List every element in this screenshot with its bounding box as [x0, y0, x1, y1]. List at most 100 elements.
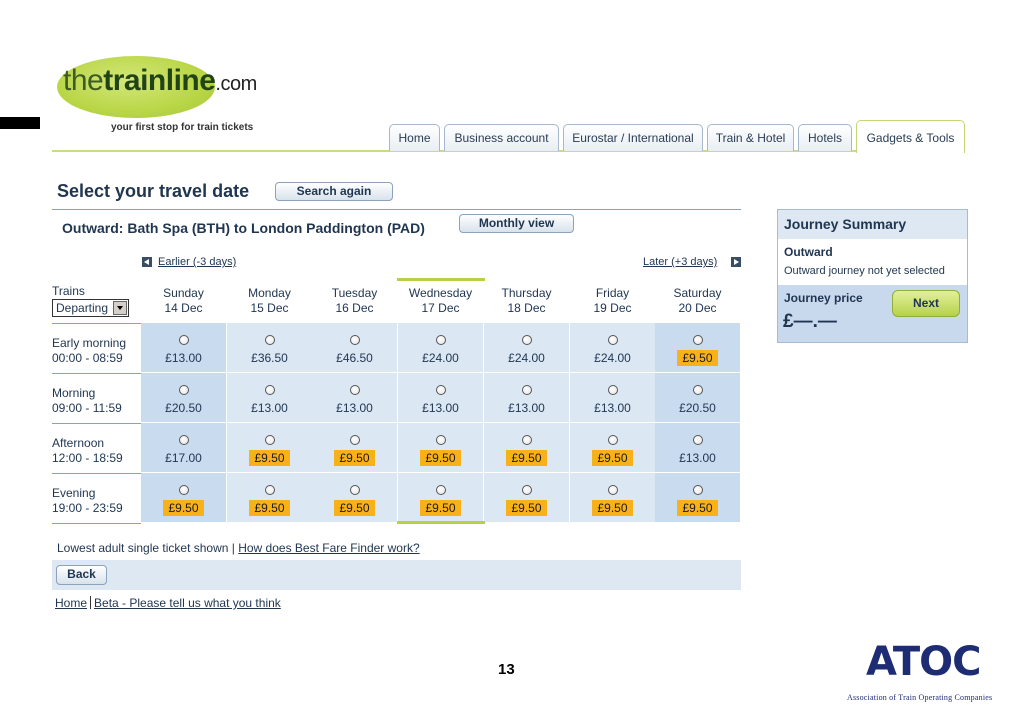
fare-price-text: £9.50 — [420, 450, 461, 466]
fare-cell[interactable]: £20.50 — [141, 373, 226, 422]
departing-select[interactable]: Departing — [52, 299, 129, 317]
fare-price: £9.50 — [570, 450, 655, 466]
fare-cell[interactable]: £9.50 — [570, 473, 655, 522]
fare-cell[interactable]: £9.50 — [312, 473, 397, 522]
fare-radio[interactable] — [693, 335, 703, 345]
fare-cell[interactable]: £9.50 — [655, 473, 740, 522]
fare-radio[interactable] — [522, 435, 532, 445]
tab-hotels[interactable]: Hotels — [798, 124, 852, 151]
fare-cell[interactable]: £9.50 — [312, 423, 397, 472]
selected-day-indicator — [397, 278, 485, 281]
fare-cell[interactable]: £9.50 — [655, 323, 740, 372]
day-header-saturday[interactable]: Saturday 20 Dec — [655, 286, 740, 316]
fare-cell[interactable]: £24.00 — [398, 323, 483, 372]
fare-radio[interactable] — [179, 385, 189, 395]
period-evening: Evening 19:00 - 23:59 — [52, 486, 140, 516]
fare-cell[interactable]: £9.50 — [398, 473, 483, 522]
fare-cell[interactable]: £13.00 — [570, 373, 655, 422]
day-header-tuesday[interactable]: Tuesday 16 Dec — [312, 286, 397, 316]
fare-radio[interactable] — [350, 335, 360, 345]
fare-radio[interactable] — [436, 435, 446, 445]
fare-price-text: £13.00 — [251, 401, 288, 415]
fare-radio[interactable] — [436, 335, 446, 345]
fare-cell[interactable]: £9.50 — [227, 423, 312, 472]
footer-beta-link[interactable]: Beta - Please tell us what you think — [94, 596, 281, 610]
fare-price: £13.00 — [398, 401, 483, 415]
fare-radio[interactable] — [265, 335, 275, 345]
fare-radio[interactable] — [693, 435, 703, 445]
fare-cell[interactable]: £9.50 — [570, 423, 655, 472]
fare-radio[interactable] — [608, 385, 618, 395]
fare-cell[interactable]: £46.50 — [312, 323, 397, 372]
best-fare-finder-link[interactable]: How does Best Fare Finder work? — [238, 541, 420, 555]
search-again-button[interactable]: Search again — [275, 182, 393, 201]
fare-radio[interactable] — [265, 485, 275, 495]
fare-radio[interactable] — [436, 485, 446, 495]
fare-radio[interactable] — [350, 385, 360, 395]
fare-radio[interactable] — [522, 385, 532, 395]
tab-train-hotel[interactable]: Train & Hotel — [707, 124, 794, 151]
back-button[interactable]: Back — [56, 565, 107, 585]
fare-radio[interactable] — [608, 335, 618, 345]
later-arrow-icon[interactable] — [731, 257, 741, 267]
fare-radio[interactable] — [350, 485, 360, 495]
fare-cell[interactable]: £9.50 — [398, 423, 483, 472]
fare-cell[interactable]: £13.00 — [312, 373, 397, 422]
footer-home-link[interactable]: Home — [55, 596, 88, 610]
row-divider — [52, 323, 141, 324]
fare-radio[interactable] — [436, 385, 446, 395]
monthly-view-button[interactable]: Monthly view — [459, 214, 574, 233]
fare-cell[interactable]: £13.00 — [655, 423, 740, 472]
earlier-arrow-icon[interactable] — [142, 257, 152, 267]
fare-cell[interactable]: £13.00 — [141, 323, 226, 372]
fare-cell[interactable]: £24.00 — [484, 323, 569, 372]
fare-radio[interactable] — [522, 485, 532, 495]
fare-radio[interactable] — [179, 435, 189, 445]
tab-home[interactable]: Home — [389, 124, 440, 151]
fare-radio[interactable] — [608, 435, 618, 445]
tab-business-account[interactable]: Business account — [444, 124, 559, 151]
fare-cell[interactable]: £13.00 — [227, 373, 312, 422]
atoc-logo: ATOC — [866, 639, 981, 685]
fare-radio[interactable] — [265, 435, 275, 445]
day-name: Wednesday — [408, 286, 473, 300]
fare-price: £13.00 — [227, 401, 312, 415]
fare-cell[interactable]: £17.00 — [141, 423, 226, 472]
day-name: Saturday — [673, 286, 722, 300]
earlier-link[interactable]: Earlier (-3 days) — [158, 256, 237, 268]
tab-eurostar-international[interactable]: Eurostar / International — [563, 124, 703, 151]
day-header-wednesday[interactable]: Wednesday 17 Dec — [398, 286, 483, 316]
fare-price-text: £9.50 — [506, 450, 547, 466]
row-divider — [52, 423, 141, 424]
fare-cell[interactable]: £24.00 — [570, 323, 655, 372]
day-header-sunday[interactable]: Sunday 14 Dec — [141, 286, 226, 316]
next-button[interactable]: Next — [892, 290, 960, 317]
day-header-monday[interactable]: Monday 15 Dec — [227, 286, 312, 316]
day-header-friday[interactable]: Friday 19 Dec — [570, 286, 655, 316]
fare-cell[interactable]: £9.50 — [484, 423, 569, 472]
tab-gadgets-tools[interactable]: Gadgets & Tools — [856, 120, 965, 153]
fare-cell[interactable]: £36.50 — [227, 323, 312, 372]
fare-radio[interactable] — [693, 385, 703, 395]
day-header-thursday[interactable]: Thursday 18 Dec — [484, 286, 569, 316]
fare-radio[interactable] — [265, 385, 275, 395]
fare-radio[interactable] — [179, 335, 189, 345]
fare-radio[interactable] — [522, 335, 532, 345]
fare-cell[interactable]: £9.50 — [484, 473, 569, 522]
day-name: Sunday — [163, 286, 204, 300]
period-time: 00:00 - 08:59 — [52, 351, 123, 365]
trainline-logo[interactable]: thetrainline.com — [63, 64, 257, 98]
fare-radio[interactable] — [179, 485, 189, 495]
later-link[interactable]: Later (+3 days) — [643, 256, 718, 268]
tagline: your first stop for train tickets — [111, 122, 254, 133]
fare-radio[interactable] — [608, 485, 618, 495]
dropdown-arrow-icon[interactable] — [113, 301, 127, 315]
fare-price: £24.00 — [398, 351, 483, 365]
fare-radio[interactable] — [693, 485, 703, 495]
fare-cell[interactable]: £20.50 — [655, 373, 740, 422]
fare-cell[interactable]: £9.50 — [141, 473, 226, 522]
fare-cell[interactable]: £13.00 — [398, 373, 483, 422]
fare-radio[interactable] — [350, 435, 360, 445]
fare-cell[interactable]: £13.00 — [484, 373, 569, 422]
fare-cell[interactable]: £9.50 — [227, 473, 312, 522]
